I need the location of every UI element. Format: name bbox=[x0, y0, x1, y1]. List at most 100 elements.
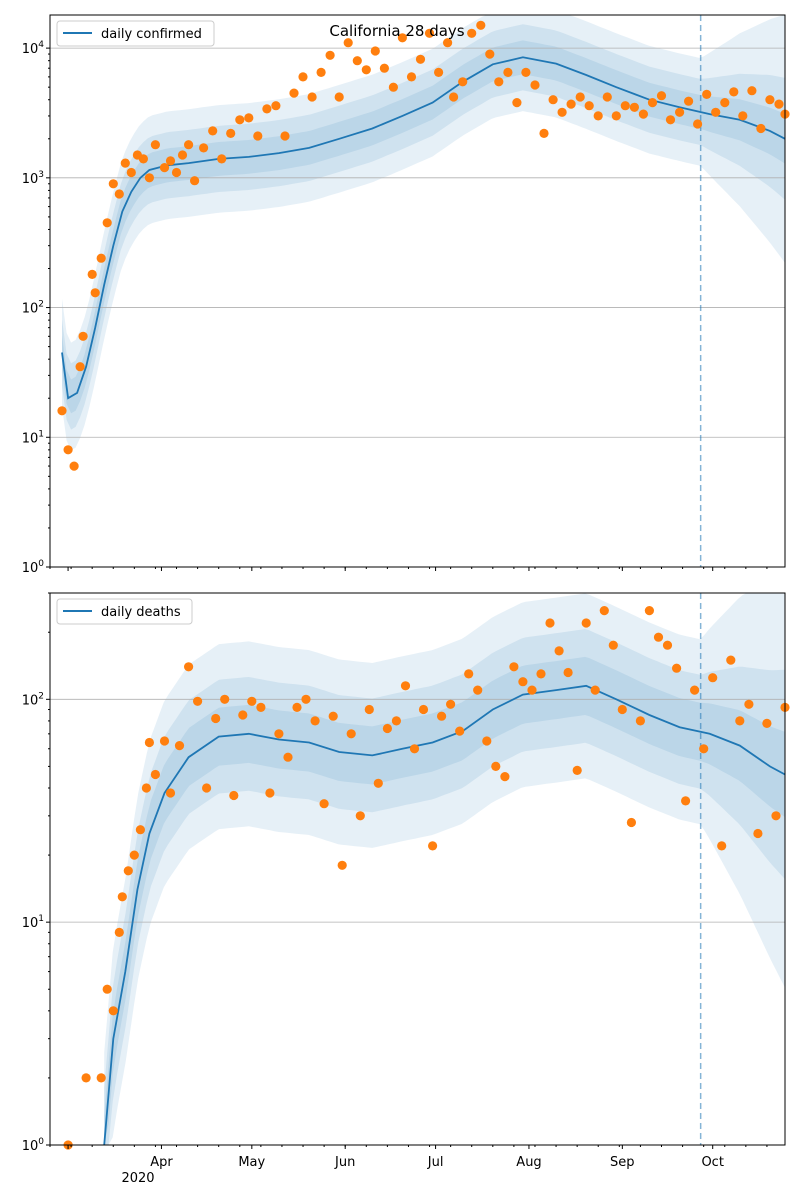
data-point bbox=[126, 167, 136, 178]
data-point bbox=[458, 77, 468, 87]
data-point bbox=[449, 92, 459, 102]
data-point bbox=[602, 92, 612, 102]
data-point bbox=[406, 72, 417, 82]
data-point bbox=[509, 662, 519, 672]
data-point bbox=[467, 28, 477, 38]
y-tick-label: 100 bbox=[22, 1137, 45, 1154]
data-point bbox=[575, 92, 585, 102]
data-point bbox=[150, 769, 160, 780]
data-point bbox=[262, 104, 272, 114]
data-point bbox=[693, 119, 703, 129]
data-point bbox=[328, 711, 338, 721]
data-point bbox=[114, 927, 124, 938]
uncertainty-band-1 bbox=[62, 40, 785, 414]
data-point bbox=[307, 92, 317, 102]
data-point bbox=[388, 82, 398, 92]
axes-frame bbox=[49, 592, 786, 1146]
data-point bbox=[298, 72, 308, 82]
data-point bbox=[211, 713, 221, 724]
confirmed-scatter-points bbox=[57, 20, 790, 471]
data-point bbox=[114, 189, 124, 199]
data-point bbox=[545, 618, 555, 628]
data-point bbox=[108, 1006, 118, 1016]
confirmed-legend: daily confirmed bbox=[56, 20, 215, 47]
data-point bbox=[193, 696, 203, 706]
data-point bbox=[418, 704, 429, 715]
data-point bbox=[391, 716, 401, 726]
data-point bbox=[117, 892, 127, 902]
data-point bbox=[184, 662, 194, 672]
data-point bbox=[337, 860, 347, 870]
data-point bbox=[566, 99, 576, 109]
data-point bbox=[235, 115, 245, 125]
data-point bbox=[202, 783, 212, 793]
y-tick-label: 103 bbox=[22, 170, 44, 187]
data-point bbox=[675, 107, 685, 117]
data-point bbox=[684, 96, 694, 106]
data-point bbox=[690, 685, 700, 695]
data-point bbox=[464, 669, 474, 679]
data-point bbox=[57, 406, 67, 416]
x-tick-label: Apr bbox=[150, 1155, 173, 1170]
data-point bbox=[370, 46, 380, 56]
data-point bbox=[319, 799, 329, 809]
deaths-legend: daily deaths bbox=[56, 598, 193, 625]
data-point bbox=[711, 107, 721, 117]
confirmed-axes bbox=[49, 14, 786, 568]
y-tick-label: 102 bbox=[22, 691, 44, 708]
data-point bbox=[485, 49, 495, 59]
data-point bbox=[548, 95, 558, 105]
data-point bbox=[102, 984, 112, 994]
deaths-chart: 100 101 102 Apr May Jun Jul Aug Sep Oct 2020 dai… bbox=[22, 592, 790, 1186]
data-point bbox=[771, 811, 781, 821]
deaths-y-ticks: 100 101 102 bbox=[22, 592, 50, 1154]
y-tick-label: 102 bbox=[22, 300, 44, 317]
data-point bbox=[382, 723, 392, 734]
data-point bbox=[626, 817, 637, 828]
data-point bbox=[644, 606, 655, 616]
confirmed-uncertainty-bands bbox=[62, 15, 785, 451]
deaths-axes bbox=[49, 592, 786, 1146]
data-point bbox=[699, 744, 709, 754]
data-point bbox=[400, 681, 411, 691]
series-line bbox=[103, 684, 786, 1146]
data-point bbox=[141, 783, 151, 793]
x-tick-label: Sep bbox=[610, 1155, 635, 1170]
data-point bbox=[165, 788, 176, 798]
data-point bbox=[521, 67, 531, 77]
data-point bbox=[184, 140, 194, 150]
x-tick-label: Jun bbox=[334, 1155, 355, 1170]
data-point bbox=[271, 101, 281, 111]
data-point bbox=[738, 111, 748, 121]
data-point bbox=[69, 461, 79, 471]
data-point bbox=[735, 716, 745, 726]
data-point bbox=[653, 632, 664, 642]
data-point bbox=[90, 288, 100, 298]
data-point bbox=[572, 765, 582, 776]
data-point bbox=[702, 89, 712, 99]
data-point bbox=[424, 28, 435, 38]
deaths-scatter-points bbox=[63, 606, 790, 1150]
uncertainty-band-3 bbox=[104, 593, 785, 1145]
uncertainty-band-3 bbox=[62, 15, 785, 451]
data-point bbox=[446, 699, 456, 709]
data-point bbox=[159, 736, 170, 746]
data-point bbox=[135, 825, 145, 835]
data-point bbox=[756, 123, 766, 134]
confirmed-chart: 100 101 102 103 104 California 28 days daily… bbox=[22, 14, 790, 576]
data-point bbox=[527, 685, 537, 695]
data-point bbox=[229, 790, 239, 801]
data-point bbox=[265, 788, 275, 798]
data-point bbox=[455, 726, 465, 736]
data-point bbox=[415, 54, 426, 64]
data-point bbox=[325, 50, 335, 60]
data-point bbox=[343, 38, 353, 48]
data-point bbox=[656, 91, 667, 101]
data-point bbox=[599, 606, 609, 616]
data-point bbox=[647, 98, 658, 108]
y-tick-label: 104 bbox=[22, 40, 45, 57]
data-point bbox=[138, 154, 148, 164]
data-point bbox=[530, 80, 540, 90]
y-tick-label: 101 bbox=[22, 914, 44, 931]
data-point bbox=[584, 101, 594, 111]
